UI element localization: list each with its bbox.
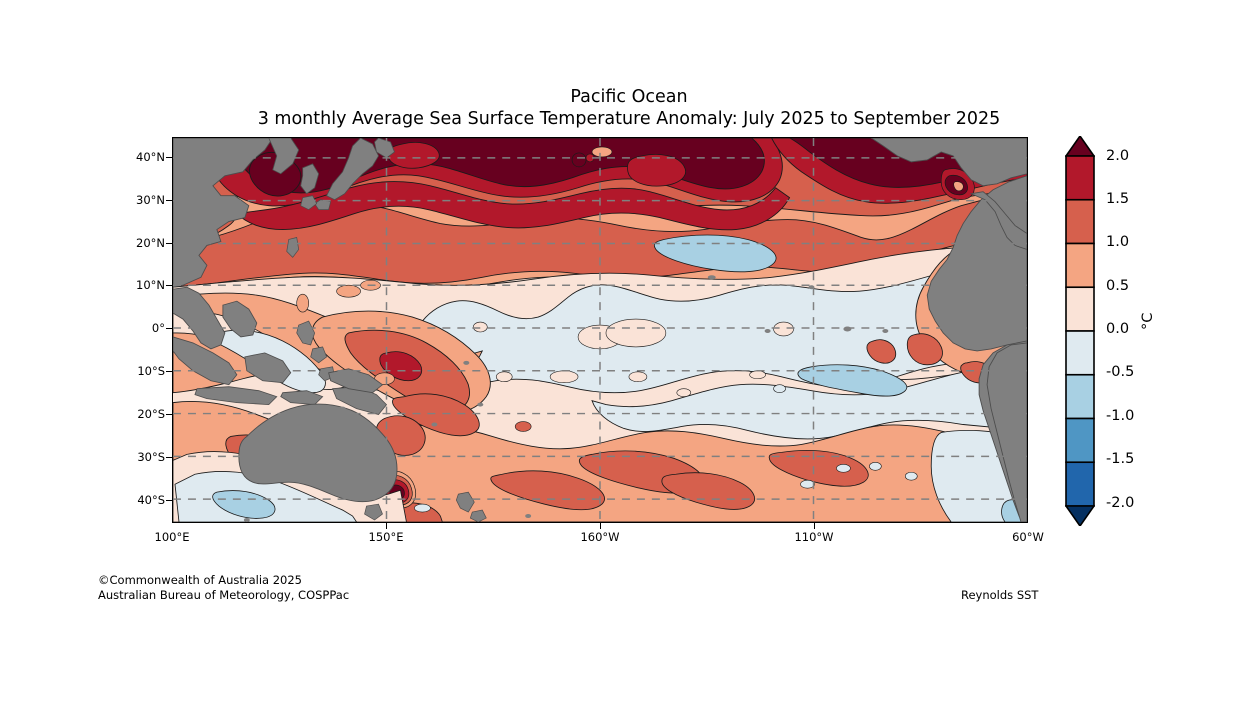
tickmark-lon-110w [814, 523, 816, 529]
footer-dataset: Reynolds SST [961, 588, 1039, 602]
footer-agency: Australian Bureau of Meteorology, COSPPa… [98, 588, 350, 602]
tickmark-lat-10n [166, 285, 172, 287]
lat-tick-20s: 20°S [137, 407, 165, 421]
colorbar-gradient [1065, 136, 1095, 526]
lat-tick-0: 0° [151, 321, 165, 335]
colorbar-tick-1.5: 1.5 [1106, 191, 1130, 207]
colorbar-tick-1.0: 1.0 [1106, 234, 1130, 250]
lat-tick-10n: 10°N [136, 278, 165, 292]
tickmark-lat-20n [166, 243, 172, 245]
colorbar [1065, 136, 1095, 526]
lat-tick-30s: 30°S [137, 450, 165, 464]
lon-tick-60w: 60°W [1012, 530, 1044, 544]
footer-copyright: ©Commonwealth of Australia 2025 [98, 573, 303, 587]
tickmark-lat-40s [166, 500, 172, 502]
tickmark-lat-40n [166, 157, 172, 159]
lat-tick-40s: 40°S [137, 493, 165, 507]
title-line-1: Pacific Ocean [570, 87, 688, 107]
colorbar-tick--2.0: -2.0 [1106, 495, 1135, 511]
tickmark-lat-10s [166, 371, 172, 373]
lon-tick-100e: 100°E [154, 530, 190, 544]
lat-tick-30n: 30°N [136, 193, 165, 207]
colorbar-tick-2.0: 2.0 [1106, 148, 1130, 164]
tickmark-lat-20s [166, 414, 172, 416]
lon-tick-110w: 110°W [794, 530, 834, 544]
lat-tick-20n: 20°N [136, 236, 165, 250]
colorbar-tick--1.0: -1.0 [1106, 408, 1135, 424]
colorbar-unit-label: °C [1140, 312, 1156, 330]
tickmark-lat-30s [166, 457, 172, 459]
tickmark-lon-160w [600, 523, 602, 529]
tickmark-lat-30n [166, 200, 172, 202]
tickmark-lon-150e [386, 523, 388, 529]
colorbar-tick-0.0: 0.0 [1106, 321, 1130, 337]
lon-tick-160w: 160°W [580, 530, 620, 544]
page-title: Pacific Ocean 3 monthly Average Sea Surf… [0, 86, 1258, 130]
footer-attribution: ©Commonwealth of Australia 2025 Australi… [98, 573, 349, 603]
colorbar-tick--0.5: -0.5 [1106, 364, 1135, 380]
colorbar-tick--1.5: -1.5 [1106, 451, 1135, 467]
title-line-2: 3 monthly Average Sea Surface Temperatur… [257, 109, 1001, 129]
tickmark-lat-0 [166, 328, 172, 330]
lat-tick-40n: 40°N [136, 150, 165, 164]
lon-tick-150e: 150°E [368, 530, 404, 544]
lat-tick-10s: 10°S [137, 364, 165, 378]
map-plot-area [172, 137, 1028, 523]
colorbar-tick-0.5: 0.5 [1106, 278, 1130, 294]
map-gridlines [173, 138, 1027, 522]
sst-anomaly-contour-map [173, 138, 1027, 522]
